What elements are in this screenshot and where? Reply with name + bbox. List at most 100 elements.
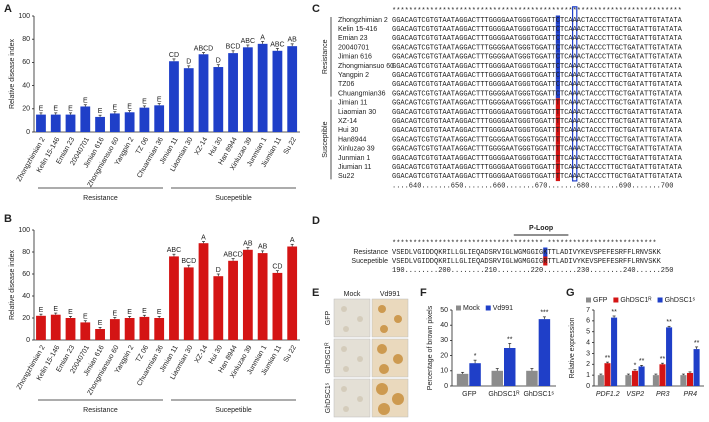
panel-letter: A <box>4 3 12 15</box>
row-label: GFP <box>325 310 332 325</box>
bar <box>611 317 618 386</box>
sequence-name: Jimian 616 <box>338 54 372 61</box>
bar <box>36 315 46 340</box>
significance-label: ABC <box>270 41 284 48</box>
bar <box>80 322 91 340</box>
bar <box>183 267 194 340</box>
bar <box>526 370 538 386</box>
leaf-spot <box>343 326 349 332</box>
variant-highlight <box>555 89 560 99</box>
leaf-spot <box>357 356 363 362</box>
significance-label: E <box>39 106 44 113</box>
y-axis-label: Relative expression <box>569 317 576 378</box>
panel-letter: F <box>420 287 427 299</box>
group-label: Resistance <box>83 195 118 202</box>
significance-label: E <box>127 309 132 316</box>
legend-swatch <box>657 297 663 303</box>
significance-label: AB <box>288 37 298 44</box>
bar <box>50 314 61 340</box>
micrograph <box>333 378 371 418</box>
bar <box>50 114 61 132</box>
significance-label: CD <box>272 264 282 271</box>
ruler: 190........200........210........220....… <box>392 267 673 275</box>
bar <box>124 318 135 340</box>
variant-highlight <box>555 171 560 182</box>
legend-label: GhDSC1ᴿ <box>620 297 652 304</box>
significance-label: CD <box>169 52 179 59</box>
variant-highlight <box>555 125 560 136</box>
sequence: GGACAGTCGTGTAATAGGACTTTGGGGAATGGGTGGATTT… <box>392 136 683 144</box>
bar <box>257 43 268 133</box>
variant-highlight <box>555 52 560 62</box>
sequence: GGACAGTCGTGTAATAGGACTTTGGGGAATGGGTGGATTC… <box>392 26 683 34</box>
bar <box>491 370 504 386</box>
significance-label: ** <box>666 319 672 326</box>
significance-label: D <box>216 267 221 274</box>
x-tick-label: XZ-14 <box>194 344 210 364</box>
bar <box>198 54 209 132</box>
sequence-name: Yangpin 2 <box>338 72 369 79</box>
sequence: GGACAGTCGTGTAATAGGACTTTGGGGAATGGGTGGATTT… <box>392 155 683 163</box>
group-label: Resistance <box>322 39 329 74</box>
bar <box>631 370 639 386</box>
y-tick-label: 40 <box>22 82 30 89</box>
x-tick-label: Su 22 <box>283 344 298 363</box>
significance-label: D <box>186 59 191 66</box>
y-axis-label: Percentage of brown pixels <box>427 305 434 390</box>
sequence-name: Xinluzao 39 <box>338 146 375 153</box>
bar <box>139 316 150 340</box>
y-tick-label: 7 <box>586 307 590 314</box>
variant-highlight <box>555 15 560 25</box>
bar <box>652 375 659 386</box>
sequence-name: Zhongmiansuo 60 <box>338 63 394 70</box>
y-axis-label: Relative disease index <box>9 38 16 109</box>
bar <box>469 363 481 386</box>
bar <box>659 364 666 386</box>
variant-highlight <box>555 144 560 154</box>
legend-label: Mock <box>463 305 480 312</box>
sequence-name: Sucepetible <box>351 258 388 265</box>
variant-highlight <box>555 153 560 163</box>
consensus: ************************************ ***… <box>392 240 657 248</box>
sequence: GGACAGTCGTGTAATAGGACTTTGGGGAATGGGTGGATTT… <box>392 127 683 135</box>
sequence-name: XZ-14 <box>338 118 357 125</box>
leaf-spot <box>341 346 347 352</box>
y-tick-label: 60 <box>22 59 30 66</box>
legend-swatch <box>456 305 461 311</box>
panel-letter: C <box>312 3 320 15</box>
bar <box>257 253 268 340</box>
x-tick-label: GhDSC1ˢ <box>523 391 554 398</box>
sequence: GGACAGTCGTGTAATAGGACTTTGGGGAATGGGTGGATTT… <box>392 164 683 172</box>
y-tick-label: 30 <box>440 337 448 344</box>
significance-label: ** <box>694 340 700 347</box>
micrograph <box>333 338 371 378</box>
sequence-name: Resistance <box>353 249 388 256</box>
leaf-spot <box>392 393 404 405</box>
legend-swatch <box>586 297 591 303</box>
variant-highlight <box>555 107 560 117</box>
x-tick-label: PR3 <box>656 391 670 398</box>
bar <box>213 67 224 132</box>
bar <box>597 375 604 386</box>
y-tick-label: 0 <box>586 383 590 390</box>
group-label: Sucepetible <box>215 195 252 202</box>
p-loop-label: P-Loop <box>529 225 553 232</box>
sequence: GGACAGTCGTGTAATAGGACTTTGGGGAATGGGTGGATTC… <box>392 90 683 98</box>
sequence-name: Su22 <box>338 173 354 180</box>
leaf-spot <box>341 306 347 312</box>
significance-label: * <box>474 353 477 360</box>
significance-label: ** <box>507 336 513 343</box>
leaf-spot <box>379 364 389 374</box>
significance-label: AB <box>258 244 268 251</box>
micrograph <box>371 298 409 338</box>
bar <box>287 46 298 132</box>
significance-label: BCD <box>226 44 241 51</box>
significance-label: E <box>142 99 147 106</box>
sequence: GGACAGTCGTGTAATAGGACTTTGGGGAATGGGTGGATTT… <box>392 146 683 154</box>
significance-label: E <box>113 310 118 317</box>
significance-label: A <box>260 34 265 41</box>
y-tick-label: 1 <box>586 372 590 379</box>
bar <box>456 373 469 386</box>
significance-label: * <box>634 363 637 370</box>
y-tick-label: 0 <box>444 383 448 390</box>
